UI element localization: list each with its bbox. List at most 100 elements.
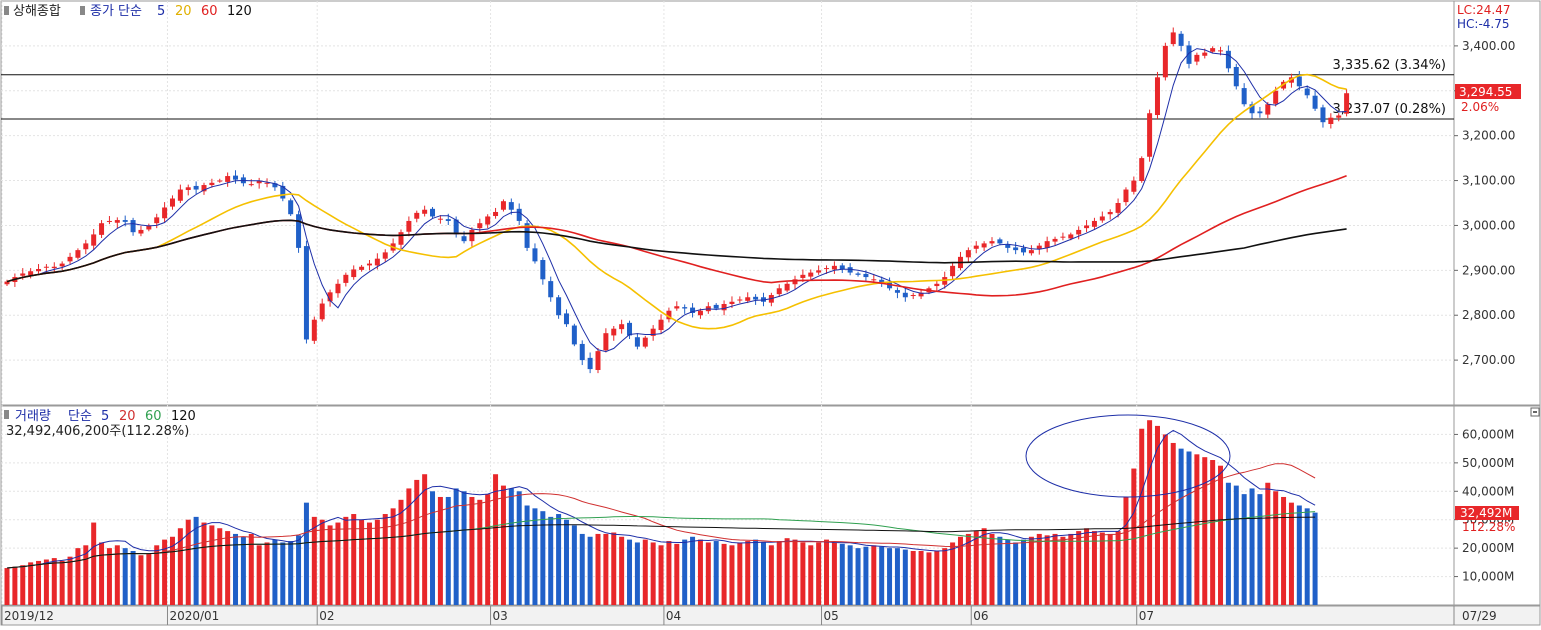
price-pane[interactable]	[0, 0, 1455, 406]
volume-bar[interactable]	[1265, 482, 1271, 605]
candle[interactable]	[658, 314, 664, 335]
candle[interactable]	[351, 265, 357, 280]
volume-bar[interactable]	[934, 550, 940, 605]
candle[interactable]	[1210, 46, 1216, 54]
volume-bar[interactable]	[280, 542, 286, 605]
volume-bar[interactable]	[666, 541, 672, 605]
candle[interactable]	[674, 301, 680, 311]
candle[interactable]	[106, 216, 112, 225]
volume-bar[interactable]	[902, 549, 908, 605]
volume-bar[interactable]	[926, 552, 932, 605]
candle[interactable]	[493, 207, 499, 219]
volume-bar[interactable]	[311, 516, 317, 605]
volume-bar[interactable]	[1249, 488, 1255, 605]
candle[interactable]	[1044, 236, 1050, 253]
volume-bar[interactable]	[437, 496, 443, 605]
volume-bar[interactable]	[177, 528, 183, 605]
candle[interactable]	[288, 198, 294, 217]
candle[interactable]	[500, 199, 506, 212]
candle[interactable]	[1099, 211, 1105, 223]
candle[interactable]	[1249, 101, 1255, 119]
volume-bar[interactable]	[382, 514, 388, 605]
volume-bar[interactable]	[1084, 528, 1090, 605]
volume-bar[interactable]	[981, 528, 987, 605]
candle[interactable]	[682, 304, 688, 314]
candle[interactable]	[548, 276, 554, 302]
volume-bar[interactable]	[824, 539, 830, 605]
volume-bar[interactable]	[264, 542, 270, 605]
candle[interactable]	[193, 181, 199, 195]
candle[interactable]	[469, 227, 475, 247]
volume-bar[interactable]	[1044, 535, 1050, 605]
volume-bar[interactable]	[1233, 485, 1239, 605]
volume-bar[interactable]	[619, 536, 625, 605]
candle[interactable]	[430, 207, 436, 219]
volume-bar[interactable]	[532, 508, 538, 605]
volume-bar[interactable]	[390, 508, 396, 605]
candle[interactable]	[366, 260, 372, 271]
volume-bar[interactable]	[154, 545, 160, 605]
volume-bar[interactable]	[997, 536, 1003, 605]
volume-bar[interactable]	[1225, 482, 1231, 605]
candle[interactable]	[28, 268, 34, 279]
candle[interactable]	[981, 241, 987, 252]
candle[interactable]	[51, 262, 57, 273]
candle[interactable]	[965, 247, 971, 263]
volume-bar[interactable]	[162, 539, 168, 605]
volume-bar[interactable]	[1005, 539, 1011, 605]
volume-bar[interactable]	[493, 474, 499, 605]
candle[interactable]	[398, 229, 404, 251]
volume-bar[interactable]	[1288, 502, 1294, 605]
volume-bar[interactable]	[690, 536, 696, 605]
volume-bar[interactable]	[130, 550, 136, 605]
volume-bar[interactable]	[587, 536, 593, 605]
candle[interactable]	[256, 177, 262, 189]
candle[interactable]	[776, 284, 782, 297]
volume-bar[interactable]	[59, 560, 65, 605]
volume-bar[interactable]	[508, 488, 514, 605]
candle[interactable]	[650, 325, 656, 341]
volume-bar[interactable]	[1060, 536, 1066, 605]
candle[interactable]	[138, 225, 144, 237]
candle[interactable]	[114, 217, 120, 229]
candle[interactable]	[335, 279, 341, 298]
volume-bar[interactable]	[146, 553, 152, 605]
volume-bar[interactable]	[1021, 539, 1027, 605]
volume-bar[interactable]	[863, 546, 869, 605]
volume-bar[interactable]	[989, 533, 995, 605]
candle[interactable]	[201, 182, 207, 195]
candle[interactable]	[1162, 42, 1168, 81]
volume-bar[interactable]	[721, 543, 727, 605]
volume-bar[interactable]	[453, 488, 459, 605]
volume-bar[interactable]	[477, 499, 483, 605]
candle[interactable]	[59, 261, 65, 270]
candle[interactable]	[177, 184, 183, 203]
candle[interactable]	[1005, 241, 1011, 253]
candle[interactable]	[839, 263, 845, 274]
volume-bar[interactable]	[343, 516, 349, 605]
candle[interactable]	[579, 340, 585, 366]
volume-bar[interactable]	[398, 499, 404, 605]
volume-bar[interactable]	[603, 533, 609, 605]
candle[interactable]	[422, 205, 428, 217]
volume-bar[interactable]	[957, 536, 963, 605]
volume-bar[interactable]	[138, 555, 144, 605]
candle[interactable]	[1304, 85, 1310, 99]
volume-bar[interactable]	[1218, 465, 1224, 605]
candle[interactable]	[225, 172, 231, 187]
candle[interactable]	[36, 264, 42, 274]
candle[interactable]	[1115, 198, 1121, 218]
candle[interactable]	[217, 178, 223, 183]
volume-bar[interactable]	[422, 474, 428, 605]
volume-bar[interactable]	[43, 559, 49, 605]
volume-bar[interactable]	[965, 533, 971, 605]
candle[interactable]	[99, 220, 105, 239]
candle[interactable]	[910, 292, 916, 300]
volume-bar[interactable]	[67, 556, 73, 605]
candle[interactable]	[169, 195, 175, 210]
candle[interactable]	[1107, 209, 1113, 220]
volume-bar[interactable]	[303, 502, 309, 605]
candle[interactable]	[753, 294, 759, 305]
volume-bar[interactable]	[1147, 420, 1153, 605]
volume-bar[interactable]	[240, 536, 246, 605]
